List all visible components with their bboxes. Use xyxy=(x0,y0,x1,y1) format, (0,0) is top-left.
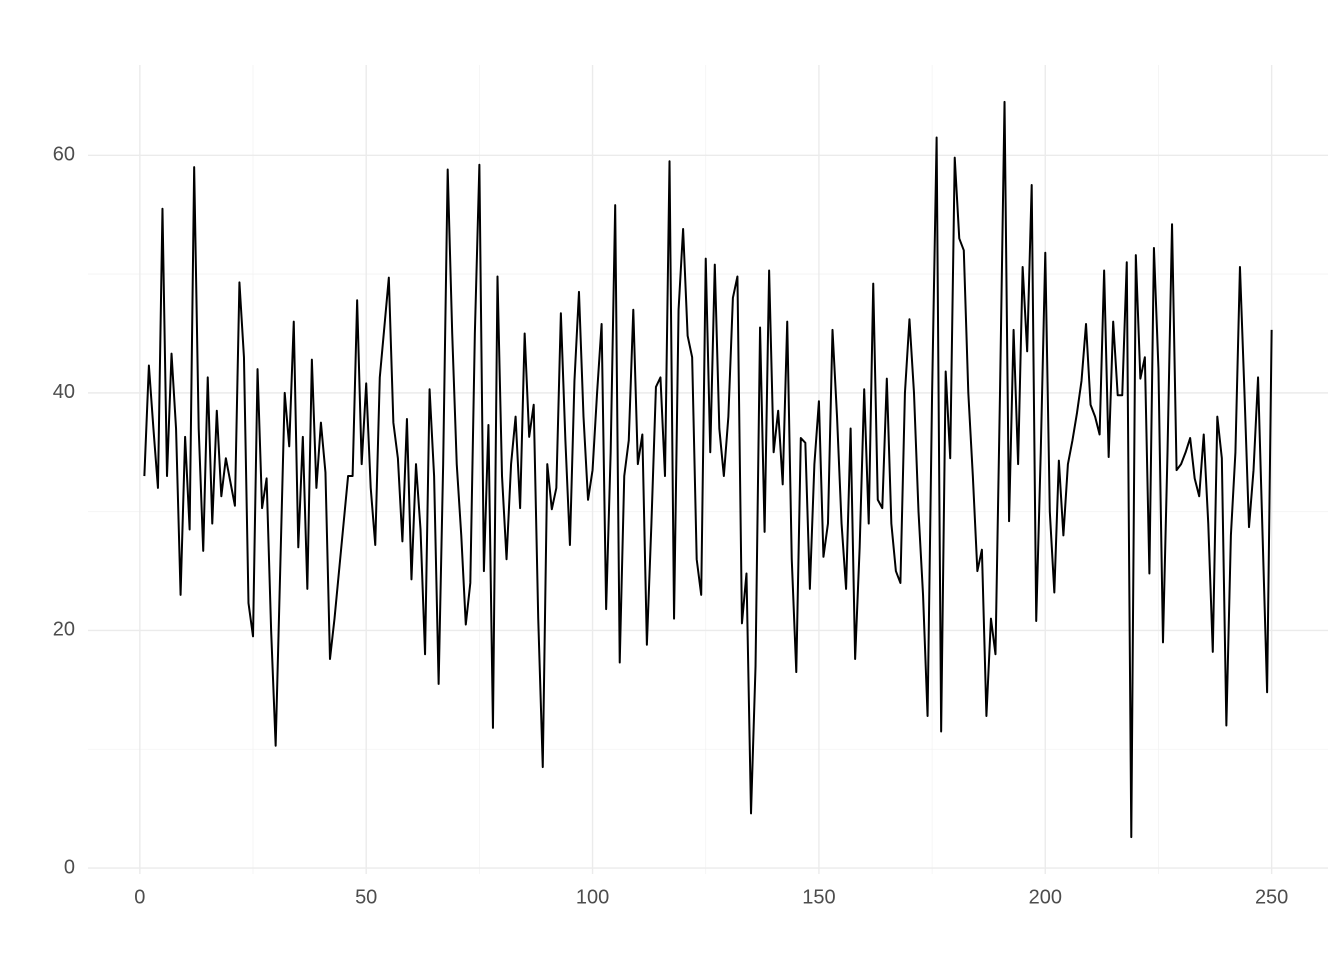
x-tick-label: 200 xyxy=(1029,886,1062,908)
y-tick-label: 20 xyxy=(53,619,75,641)
x-tick-label: 250 xyxy=(1255,886,1288,908)
x-tick-label: 100 xyxy=(576,886,609,908)
x-tick-label: 50 xyxy=(355,886,377,908)
y-tick-label: 40 xyxy=(53,381,75,403)
line xyxy=(143,100,1273,839)
y-tick-label: 0 xyxy=(64,856,75,878)
y-tick-label: 60 xyxy=(53,144,75,166)
x-tick-label: 0 xyxy=(134,886,145,908)
x-tick-label: 150 xyxy=(802,886,835,908)
